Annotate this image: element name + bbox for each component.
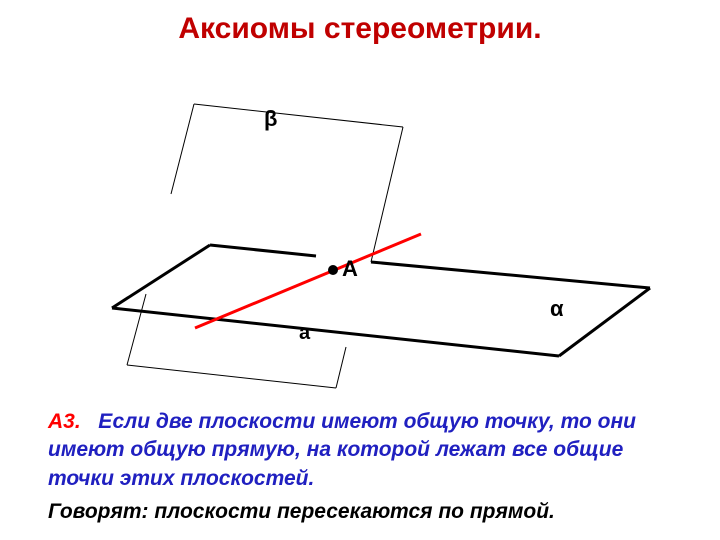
beta-edge-right-upper [371,127,403,262]
alpha-edge-back-right [371,262,650,288]
label-beta: β [264,106,277,132]
axiom-body: Если две плоскости имеют общую точку, то… [48,410,636,490]
stereometry-diagram [0,0,720,420]
beta-edge-bottom [127,365,336,388]
axiom-tag: А3. [48,410,81,433]
alpha-edge-back-left [210,245,316,256]
beta-edge-left-lower [127,294,146,365]
beta-edge-left-upper [171,104,194,194]
label-alpha: α [550,296,564,322]
beta-edge-top [194,104,403,127]
axiom-a3: А3. Если две плоскости имеют общую точку… [48,408,680,493]
point-a-dot [328,265,338,275]
alpha-edge-front [112,308,559,356]
plane-alpha [112,245,650,356]
label-line-a: a [299,322,310,345]
label-point-a: А [342,256,358,282]
plane-beta [127,104,403,388]
alpha-edge-right [559,288,650,356]
alpha-edge-left [112,245,210,308]
axiom-remark: Говорят: плоскости пересекаются по прямо… [48,500,680,524]
beta-edge-right-lower [336,347,346,388]
slide: Аксиомы стереометрии. β α a А [0,0,720,540]
